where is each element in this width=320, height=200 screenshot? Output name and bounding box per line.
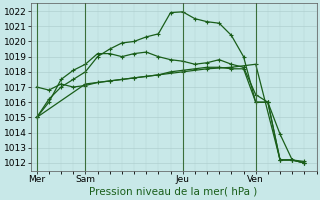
X-axis label: Pression niveau de la mer( hPa ): Pression niveau de la mer( hPa ) <box>90 187 258 197</box>
